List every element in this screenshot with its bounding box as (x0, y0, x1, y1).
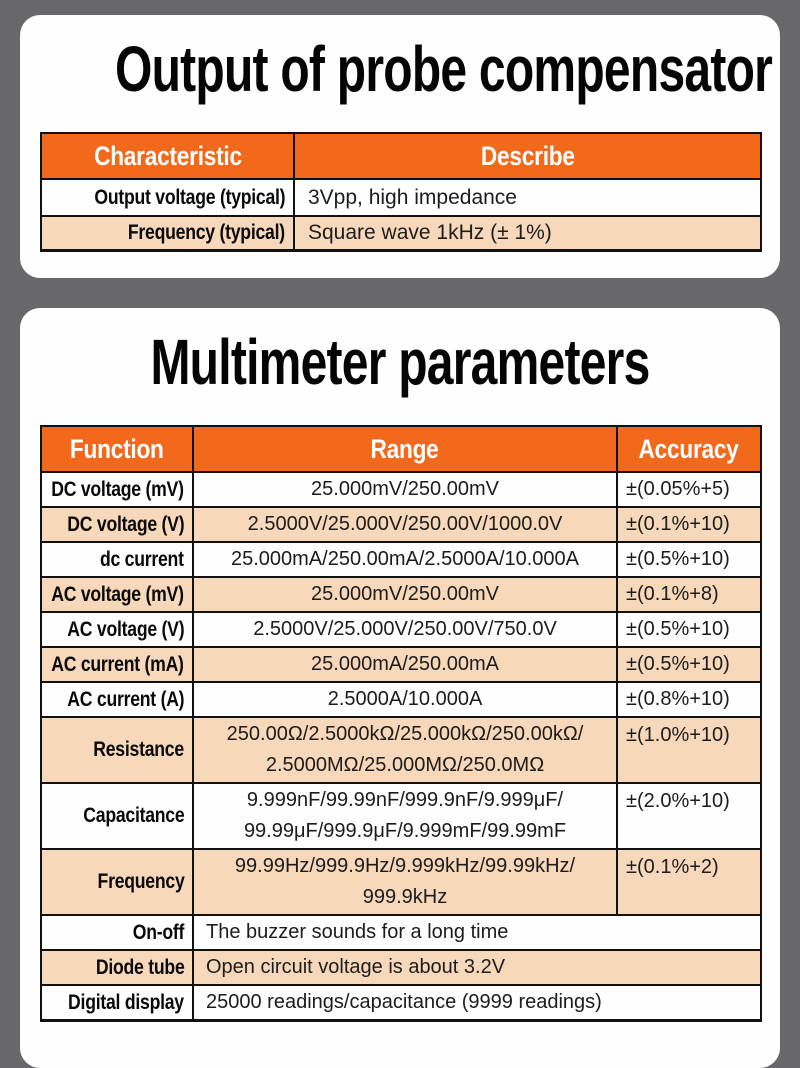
range-cell: 2.5000A/10.000A (194, 683, 616, 716)
column-header-describe: Describe (295, 134, 760, 178)
accuracy-cell: ±(0.5%+10) (618, 613, 760, 646)
function-cell: On-off (42, 916, 192, 949)
probe-section-title: Output of probe compensator (115, 33, 773, 105)
function-cell: Diode tube (42, 951, 192, 984)
function-cell: Frequency (42, 850, 192, 914)
accuracy-cell: ±(0.8%+10) (618, 683, 760, 716)
column-header-accuracy: Accuracy (618, 427, 760, 471)
range-cell: 25.000mV/250.00mV (194, 473, 616, 506)
describe-cell: 3Vpp, high impedance (295, 180, 760, 215)
function-cell: AC voltage (V) (42, 613, 192, 646)
range-cell: 2.5000V/25.000V/250.00V/750.0V (194, 613, 616, 646)
column-header-characteristic: Characteristic (42, 134, 293, 178)
range-cell: 25.000mV/250.00mV (194, 578, 616, 611)
describe-cell: Square wave 1kHz (± 1%) (295, 217, 760, 249)
function-cell: AC voltage (mV) (42, 578, 192, 611)
function-cell: AC current (mA) (42, 648, 192, 681)
characteristic-cell: Frequency (typical) (42, 217, 293, 249)
range-cell: 25.000mA/250.00mA (194, 648, 616, 681)
accuracy-cell: ±(0.5%+10) (618, 648, 760, 681)
accuracy-cell: ±(0.1%+10) (618, 508, 760, 541)
accuracy-cell: ±(0.5%+10) (618, 543, 760, 576)
function-cell: dc current (42, 543, 192, 576)
range-cell: 99.99Hz/999.9Hz/9.999kHz/99.99kHz/ 999.9… (194, 850, 616, 914)
infographic-page: { "colors": { "background_gray": "#68676… (20, 15, 780, 1068)
function-cell: DC voltage (V) (42, 508, 192, 541)
accuracy-cell: ±(2.0%+10) (618, 784, 760, 848)
characteristic-cell: Output voltage (typical) (42, 180, 293, 215)
column-header-function: Function (42, 427, 192, 471)
function-cell: AC current (A) (42, 683, 192, 716)
range-cell: 250.00Ω/2.5000kΩ/25.000kΩ/250.00kΩ/ 2.50… (194, 718, 616, 782)
probe-compensator-table: Characteristic Describe Output voltage (… (40, 132, 762, 252)
value-cell: The buzzer sounds for a long time (194, 916, 760, 949)
value-cell: 25000 readings/capacitance (9999 reading… (194, 986, 760, 1019)
function-cell: Digital display (42, 986, 192, 1019)
function-cell: Capacitance (42, 784, 192, 848)
accuracy-cell: ±(1.0%+10) (618, 718, 760, 782)
multimeter-parameters-card: Multimeter parameters Function Range Acc… (20, 308, 780, 1068)
accuracy-cell: ±(0.1%+2) (618, 850, 760, 914)
range-cell: 25.000mA/250.00mA/2.5000A/10.000A (194, 543, 616, 576)
function-cell: Resistance (42, 718, 192, 782)
column-header-range: Range (194, 427, 616, 471)
multimeter-parameters-table: Function Range Accuracy DC voltage (mV) … (40, 425, 762, 1022)
multimeter-section-title: Multimeter parameters (150, 326, 650, 398)
accuracy-cell: ±(0.05%+5) (618, 473, 760, 506)
value-cell: Open circuit voltage is about 3.2V (194, 951, 760, 984)
function-cell: DC voltage (mV) (42, 473, 192, 506)
probe-compensator-card: Output of probe compensator Characterist… (20, 15, 780, 278)
range-cell: 9.999nF/99.99nF/999.9nF/9.999μF/ 99.99μF… (194, 784, 616, 848)
range-cell: 2.5000V/25.000V/250.00V/1000.0V (194, 508, 616, 541)
accuracy-cell: ±(0.1%+8) (618, 578, 760, 611)
